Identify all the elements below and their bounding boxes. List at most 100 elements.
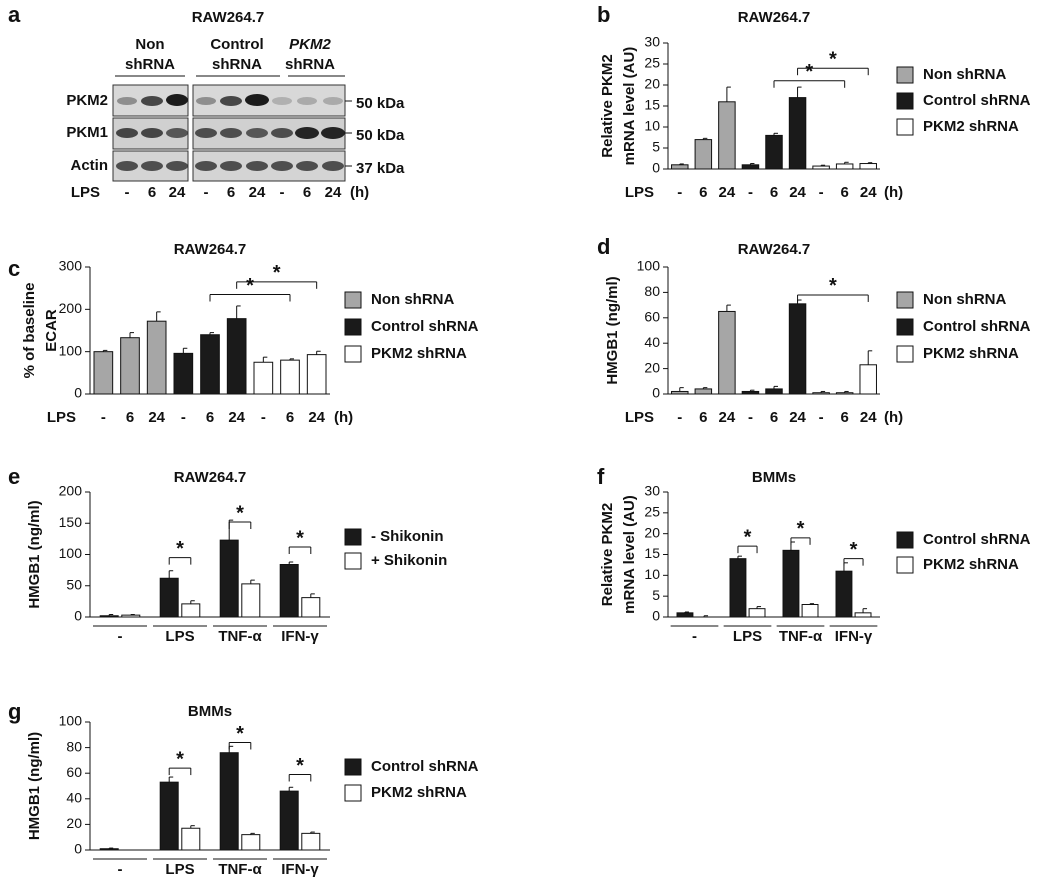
group-label: shRNA bbox=[285, 56, 335, 73]
significance: * bbox=[850, 539, 858, 561]
x-tick-label: 6 bbox=[840, 409, 848, 426]
x-tick-label: - bbox=[181, 409, 186, 426]
y-tick-label: 40 bbox=[66, 790, 82, 806]
bar bbox=[93, 351, 114, 395]
x-tick-label: 24 bbox=[148, 409, 165, 426]
bar bbox=[765, 388, 783, 395]
row-label: PKM1 bbox=[66, 124, 108, 141]
x-tick-label: 6 bbox=[699, 184, 707, 201]
significance: * bbox=[829, 48, 837, 70]
significance: * bbox=[744, 526, 752, 548]
x-tick-label: - bbox=[692, 628, 697, 645]
legend-swatch bbox=[896, 531, 914, 549]
y-tick-label: 10 bbox=[644, 566, 660, 582]
lane-label: 24 bbox=[249, 184, 266, 201]
blot-image bbox=[112, 84, 346, 182]
x-tick-label: LPS bbox=[165, 861, 194, 878]
bar bbox=[159, 781, 179, 851]
bar bbox=[219, 752, 239, 851]
legend-label: PKM2 shRNA bbox=[371, 784, 467, 801]
y-tick-label: 20 bbox=[644, 359, 660, 375]
bar bbox=[173, 352, 194, 395]
legend-label: Control shRNA bbox=[923, 318, 1031, 335]
x-tick-label: 24 bbox=[719, 409, 736, 426]
bar bbox=[718, 310, 736, 395]
legend-swatch bbox=[896, 318, 914, 336]
bar bbox=[146, 320, 167, 395]
bar bbox=[181, 603, 201, 618]
lane-prefix: LPS bbox=[71, 184, 100, 201]
legend-swatch bbox=[344, 784, 362, 802]
bar bbox=[729, 558, 747, 618]
legend-swatch bbox=[896, 66, 914, 84]
legend-swatch bbox=[344, 318, 362, 336]
legend-swatch bbox=[896, 556, 914, 574]
y-tick-label: 40 bbox=[644, 334, 660, 350]
y-tick-label: 0 bbox=[74, 608, 82, 624]
blot-title: RAW264.7 bbox=[192, 9, 265, 26]
bar bbox=[219, 539, 239, 618]
legend-swatch bbox=[896, 291, 914, 309]
y-tick-label: 200 bbox=[59, 483, 83, 499]
panel-letter: a bbox=[8, 2, 21, 27]
bar bbox=[765, 134, 783, 170]
legend-swatch bbox=[896, 118, 914, 136]
y-axis-label: HMGB1 (ng/ml) bbox=[26, 500, 43, 608]
legend-label: + Shikonin bbox=[371, 552, 447, 569]
chart-title: BMMs bbox=[188, 703, 232, 720]
significance: * bbox=[176, 538, 184, 560]
x-tick-label: 6 bbox=[126, 409, 134, 426]
legend-label: Control shRNA bbox=[371, 758, 479, 775]
group-label: PKM2 bbox=[289, 36, 331, 53]
panel-letter: d bbox=[597, 234, 610, 259]
bar bbox=[671, 390, 689, 395]
y-tick-label: 100 bbox=[637, 258, 661, 274]
y-axis-label: Relative PKM2 bbox=[599, 503, 616, 606]
lane-label: 6 bbox=[148, 184, 156, 201]
legend-swatch bbox=[896, 92, 914, 110]
bar bbox=[741, 164, 760, 170]
bar bbox=[121, 614, 141, 618]
bar bbox=[748, 608, 766, 618]
chart-title: RAW264.7 bbox=[738, 241, 811, 258]
bar bbox=[835, 163, 854, 170]
y-axis-label: mRNA level (AU) bbox=[621, 495, 638, 614]
legend-swatch bbox=[344, 345, 362, 363]
y-tick-label: 50 bbox=[66, 576, 82, 592]
chart-title: BMMs bbox=[752, 469, 796, 486]
bar bbox=[306, 354, 327, 395]
legend-label: Non shRNA bbox=[923, 66, 1006, 83]
x-tick-label: TNF-α bbox=[218, 861, 262, 878]
x-tick-label: 6 bbox=[699, 409, 707, 426]
bar bbox=[782, 549, 800, 618]
bar bbox=[226, 318, 247, 395]
bar bbox=[301, 832, 321, 851]
bar bbox=[854, 612, 872, 618]
lane-label: 24 bbox=[325, 184, 342, 201]
x-tick-label: 24 bbox=[860, 409, 877, 426]
x-tick-label: TNF-α bbox=[779, 628, 823, 645]
y-tick-label: 15 bbox=[644, 97, 660, 113]
y-axis-label: mRNA level (AU) bbox=[621, 47, 638, 166]
bar bbox=[859, 364, 877, 395]
legend-label: PKM2 shRNA bbox=[371, 345, 467, 362]
bar bbox=[671, 164, 689, 170]
lane-label: 6 bbox=[227, 184, 235, 201]
legend-swatch bbox=[344, 552, 362, 570]
bar bbox=[788, 303, 807, 395]
y-tick-label: 100 bbox=[59, 545, 83, 561]
row-label: Actin bbox=[71, 157, 109, 174]
x-tick-label: - bbox=[118, 628, 123, 645]
legend-label: PKM2 shRNA bbox=[923, 118, 1019, 135]
x-prefix: LPS bbox=[625, 409, 654, 426]
legend-label: Control shRNA bbox=[371, 318, 479, 335]
bar bbox=[859, 163, 877, 170]
legend-label: PKM2 shRNA bbox=[923, 556, 1019, 573]
y-tick-label: 80 bbox=[66, 738, 82, 754]
group-label: shRNA bbox=[125, 56, 175, 73]
bar bbox=[120, 337, 140, 395]
legend-swatch bbox=[344, 291, 362, 309]
x-suffix: (h) bbox=[884, 184, 903, 201]
bar bbox=[788, 97, 807, 170]
group-label: shRNA bbox=[212, 56, 262, 73]
